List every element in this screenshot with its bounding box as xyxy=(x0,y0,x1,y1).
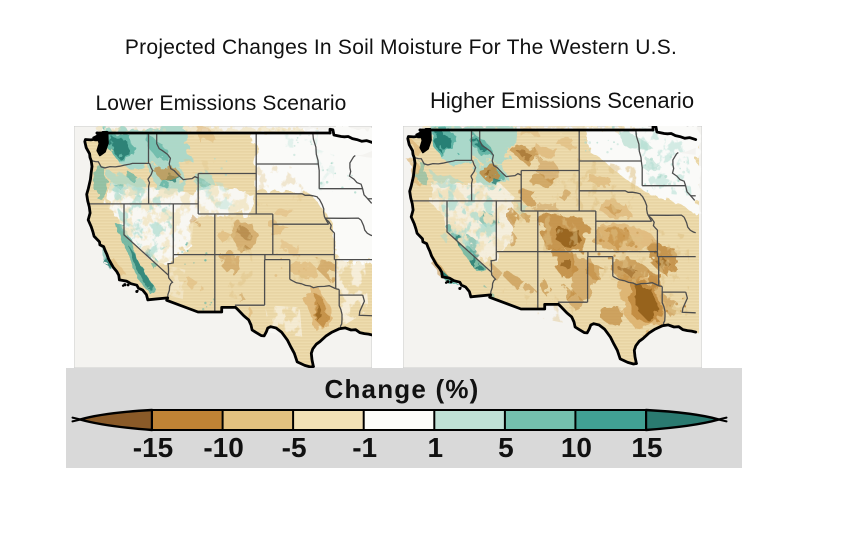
svg-text:5: 5 xyxy=(498,432,514,463)
svg-text:-1: -1 xyxy=(352,432,377,463)
svg-text:10: 10 xyxy=(561,432,592,463)
svg-text:-10: -10 xyxy=(203,432,243,463)
svg-text:-5: -5 xyxy=(282,432,307,463)
svg-text:Change (%): Change (%) xyxy=(325,374,480,404)
svg-text:15: 15 xyxy=(631,432,662,463)
svg-text:1: 1 xyxy=(428,432,444,463)
svg-text:-15: -15 xyxy=(133,432,173,463)
